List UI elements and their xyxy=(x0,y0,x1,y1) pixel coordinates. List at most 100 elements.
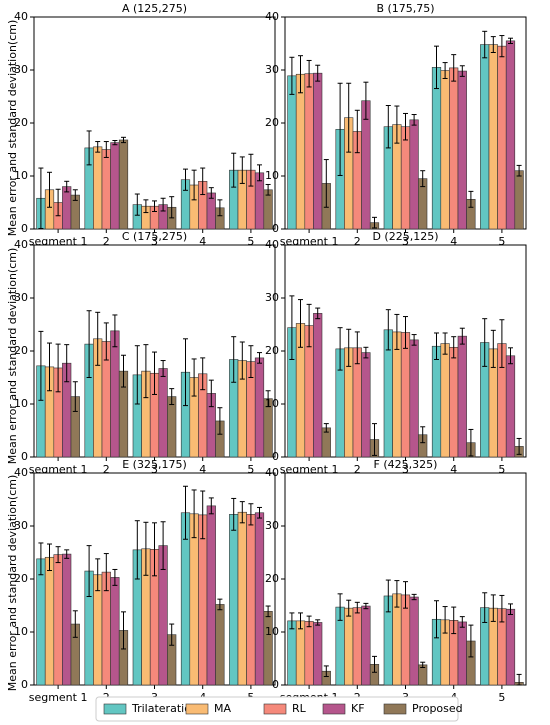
legend-label: MA xyxy=(214,702,231,715)
legend-label: Proposed xyxy=(412,702,463,715)
legend-label: KF xyxy=(351,702,365,715)
bar-trilateration xyxy=(480,44,490,230)
y-tick-label: 10 xyxy=(265,397,279,410)
bar-kf xyxy=(457,335,467,458)
bar-kf xyxy=(409,339,419,458)
y-axis-label-row-1: Mean error and standard deviation(cm) xyxy=(6,20,19,237)
bar-kf xyxy=(62,553,72,686)
bar-rl xyxy=(400,126,411,230)
bar-rl xyxy=(449,346,459,458)
x-tick-label: 4 xyxy=(450,463,457,476)
panel-title: E (325,175) xyxy=(122,458,187,471)
legend: Trilateration MA RL KF Proposed xyxy=(95,696,463,722)
x-tick-label: 2 xyxy=(103,235,110,248)
y-tick-label: 40 xyxy=(265,466,279,479)
bar-rl xyxy=(246,514,256,686)
x-tick-label: 3 xyxy=(151,463,158,476)
y-tick-label: 30 xyxy=(14,63,28,76)
bar-kf xyxy=(110,577,120,686)
bar-rl xyxy=(53,554,63,686)
bar-rl xyxy=(449,67,459,230)
chart-panel-5: E (325,175) 0 10 20 30 40 segment 1 2 3 4 5 xyxy=(14,458,276,704)
y-tick-label: 10 xyxy=(14,397,28,410)
bar-ma xyxy=(440,343,450,458)
x-tick-label: 4 xyxy=(450,235,457,248)
bar-kf xyxy=(254,357,265,458)
y-tick-label: 10 xyxy=(265,625,279,638)
bar-kf xyxy=(409,596,419,686)
x-tick-label: segment 1 xyxy=(29,691,88,704)
y-tick-label: 30 xyxy=(265,291,279,304)
legend-swatch xyxy=(263,703,287,715)
bar-kf xyxy=(254,512,265,686)
x-tick-label: 4 xyxy=(199,235,206,248)
y-tick-label: 20 xyxy=(14,116,28,129)
bar-kf xyxy=(409,119,419,230)
bar-rl xyxy=(304,621,314,686)
bar-rl xyxy=(198,514,208,686)
legend-swatch xyxy=(322,703,346,715)
bar-kf xyxy=(361,100,371,230)
legend-swatch xyxy=(383,703,407,715)
bar-trilateration xyxy=(431,67,442,230)
bar-ma xyxy=(44,556,55,686)
y-tick-label: 30 xyxy=(265,519,279,532)
bar-kf xyxy=(313,72,323,230)
y-tick-label: 20 xyxy=(265,572,279,585)
bar-rl xyxy=(497,45,507,230)
bar-kf xyxy=(361,605,371,686)
y-tick-label: 10 xyxy=(14,625,28,638)
bar-kf xyxy=(313,313,323,458)
bar-rl xyxy=(400,332,411,458)
bar-ma xyxy=(392,331,402,458)
bar-ma xyxy=(237,511,247,686)
bar-kf xyxy=(62,186,72,230)
bar-kf xyxy=(158,368,168,458)
y-tick-label: 20 xyxy=(265,344,279,357)
bar-kf xyxy=(457,70,467,230)
bar-trilateration xyxy=(229,514,239,686)
y-tick-label: 0 xyxy=(21,222,28,235)
bar-rl xyxy=(304,73,314,230)
y-tick-label: 20 xyxy=(14,344,28,357)
bar-kf xyxy=(505,355,516,458)
panel-title: C (175,275) xyxy=(122,230,187,243)
y-tick-label: 30 xyxy=(14,519,28,532)
bar-kf xyxy=(313,622,323,686)
y-tick-label: 20 xyxy=(265,116,279,129)
x-tick-label: 2 xyxy=(354,235,361,248)
bar-ma xyxy=(189,513,199,686)
y-tick-label: 0 xyxy=(272,222,279,235)
bar-ma xyxy=(440,70,450,230)
x-tick-label: 4 xyxy=(199,463,206,476)
bar-rl xyxy=(352,607,362,686)
panel-title: F (425,325) xyxy=(374,458,438,471)
legend-label: Trilateration xyxy=(131,702,198,715)
y-tick-label: 0 xyxy=(272,450,279,463)
bar-kf xyxy=(505,608,516,686)
y-tick-label: 0 xyxy=(21,678,28,691)
bar-trilateration xyxy=(431,345,442,458)
bar-ma xyxy=(344,607,354,686)
y-tick-label: 40 xyxy=(14,10,28,23)
x-tick-label: 2 xyxy=(354,463,361,476)
y-tick-label: 40 xyxy=(14,238,28,251)
x-tick-label: 5 xyxy=(498,463,505,476)
bar-trilateration xyxy=(287,620,297,686)
y-tick-label: 40 xyxy=(265,238,279,251)
bar-kf xyxy=(361,352,371,458)
y-axis-label-row-3: Mean error and standard deviation(cm) xyxy=(6,475,19,692)
bar-proposed xyxy=(263,611,273,686)
panel-title: B (175,75) xyxy=(376,2,434,15)
panel-title: A (125,275) xyxy=(122,2,187,15)
bar-ma xyxy=(488,44,498,230)
x-tick-label: 5 xyxy=(247,235,254,248)
x-tick-label: 3 xyxy=(402,235,409,248)
bar-kf xyxy=(110,142,120,230)
